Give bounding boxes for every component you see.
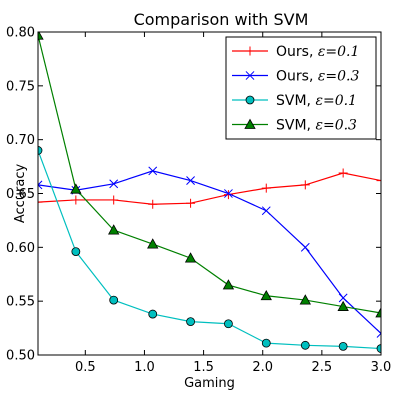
data-point [300,180,310,190]
data-point [108,224,120,235]
data-point [148,309,158,319]
data-point [337,300,349,311]
y-tick-label: 0.70 [6,133,35,148]
series-4 [38,32,381,318]
legend-marker [245,95,255,105]
y-tick-label: 0.80 [6,26,35,41]
x-tick-label: 0.5 [75,360,96,375]
legend-label: SVM, ε=0.1 [276,93,357,109]
data-point [376,344,381,353]
y-tick-label: 0.55 [6,295,35,310]
series-1 [38,168,381,209]
data-point [300,340,310,350]
series-line [38,170,381,334]
data-point [109,195,119,205]
data-point [222,279,235,290]
legend-marker [245,71,255,80]
data-point [186,198,196,208]
legend-marker [245,46,255,56]
x-tick-label: 1.0 [134,360,155,375]
data-point [261,183,271,193]
legend: Ours, ε=0.1 Ours, ε=0.3 SVM, ε=0.1 SVM, ε=0… [225,36,377,140]
data-marks [38,32,381,353]
legend-label: Ours, ε=0.3 [276,69,359,85]
x-axis-label: Gaming [184,376,235,391]
data-point [38,146,43,155]
legend-entry: Ours, ε=0.1 [232,44,359,60]
data-point [224,319,233,329]
chart-title: Comparison with SVM [134,10,309,29]
data-point [148,199,158,209]
legend-entry: SVM, ε=0.3 [232,118,357,134]
data-point [338,168,348,178]
x-tick-label: 2.5 [312,360,333,375]
x-tick-label: 3.0 [371,360,392,375]
data-point [376,176,381,186]
axis-ticks: 0.5 1.0 1.5 2.0 2.5 3.0 0.50 0.55 0.60 0.65 0.70 0.… [6,26,391,376]
data-point [261,338,271,348]
y-tick-label: 0.50 [6,349,35,364]
data-point [300,242,310,252]
data-point [376,329,381,338]
data-point [299,294,311,305]
y-tick-label: 0.75 [6,79,35,94]
legend-label: SVM, ε=0.3 [276,118,357,134]
data-point [71,195,81,205]
data-point [186,176,195,185]
data-point [184,252,197,263]
data-point [375,307,381,318]
data-point [186,317,195,327]
y-axis-label: Accuracy [13,164,28,224]
data-point [71,247,81,257]
data-point [38,197,43,207]
legend-box [225,36,377,140]
legend-marker [244,118,256,129]
legend-entry: Ours, ε=0.3 [232,69,359,85]
data-point [338,293,348,303]
data-point [261,206,271,216]
y-tick-label: 0.65 [6,187,35,202]
data-point [70,183,82,194]
data-point [338,341,348,351]
series-line [38,150,381,350]
data-point [38,32,44,40]
series-3 [38,146,381,353]
data-point [148,166,158,176]
legend-label: Ours, ε=0.1 [276,44,359,60]
data-point [38,180,43,190]
series-line [38,172,381,205]
data-point [109,295,119,305]
series-line [38,35,381,314]
data-point [147,238,159,249]
legend-entry: SVM, ε=0.1 [232,93,357,109]
x-tick-label: 2.0 [252,360,273,375]
x-tick-label: 1.5 [193,360,214,375]
data-point [109,179,119,189]
data-point [260,289,272,301]
data-point [224,189,233,198]
y-tick-label: 0.60 [6,241,35,256]
